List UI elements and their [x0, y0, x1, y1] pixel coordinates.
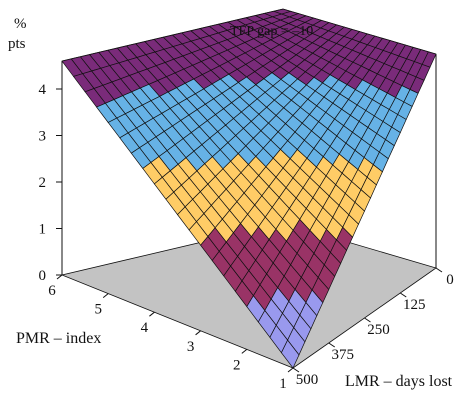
tfp-gap-annotation: TFP gap = –10: [230, 24, 313, 39]
surface-mesh: [61, 8, 437, 369]
lmr-tick-mark: [364, 317, 371, 323]
lmr-tick-label: 250: [367, 322, 390, 338]
pmr-axis-label: PMR – index: [16, 330, 101, 347]
lmr-tick-label: 125: [403, 297, 426, 313]
z-tick-label: 1: [39, 222, 47, 238]
axis-ticks: 0 1 2 3 4 6 5 4 3 2 1 0 125 250 375 500: [39, 82, 454, 392]
z-tick-label: 3: [39, 129, 47, 145]
lmr-tick-label: 0: [446, 272, 454, 288]
pmr-tick-mark: [241, 349, 248, 354]
pmr-tick-label: 2: [233, 357, 241, 373]
pmr-tick-mark: [102, 293, 109, 298]
lmr-tick-mark: [328, 342, 336, 348]
pmr-tick-mark: [195, 330, 201, 336]
z-tick-label: 2: [39, 175, 47, 191]
pmr-tick-mark: [56, 274, 63, 280]
z-tick-label: 0: [39, 268, 47, 284]
pmr-tick-mark: [149, 311, 155, 317]
lmr-tick-label: 500: [296, 372, 319, 388]
z-tick-label: 4: [39, 82, 47, 98]
lmr-axis-label: LMR – days lost: [345, 373, 453, 390]
lmr-tick-mark: [435, 267, 443, 273]
pmr-tick-label: 3: [187, 339, 195, 355]
lmr-tick-mark: [292, 367, 300, 373]
pmr-tick-label: 1: [279, 376, 287, 392]
z-unit-line2: pts: [8, 36, 26, 52]
pmr-tick-label: 5: [94, 302, 102, 318]
pmr-tick-mark: [287, 367, 294, 373]
pmr-tick-label: 4: [141, 320, 149, 336]
lmr-tick-label: 375: [332, 347, 355, 363]
z-unit-line1: %: [14, 16, 27, 32]
pmr-tick-label: 6: [48, 283, 56, 299]
lmr-tick-mark: [399, 292, 407, 298]
